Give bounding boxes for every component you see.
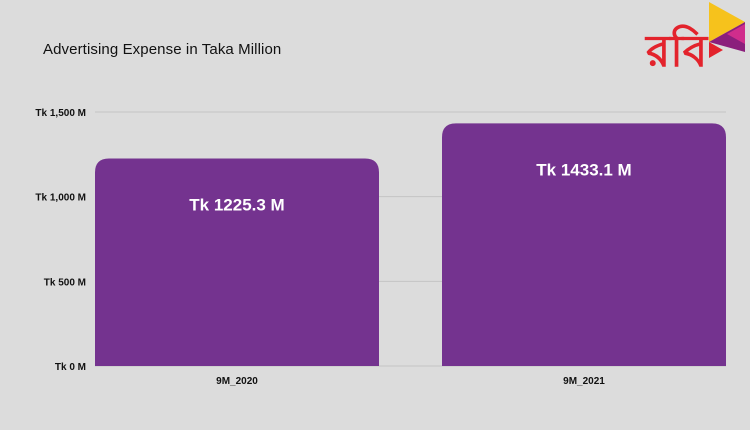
x-axis-ticks: 9M_2020 9M_2021	[216, 376, 605, 387]
bars	[95, 123, 726, 366]
robi-logo-icon	[709, 2, 745, 58]
logo-wordmark: রবি	[646, 26, 708, 77]
robi-logo	[645, 0, 750, 90]
bar	[95, 158, 379, 366]
y-tick-label: Tk 1,500 M	[35, 108, 86, 119]
data-labels: Tk 1225.3 M Tk 1433.1 M	[189, 160, 631, 214]
y-tick-label: Tk 0 M	[55, 362, 86, 373]
x-tick-label: 9M_2021	[563, 376, 605, 387]
bar	[442, 123, 726, 366]
x-tick-label: 9M_2020	[216, 376, 258, 387]
y-tick-label: Tk 500 M	[44, 277, 86, 288]
data-label: Tk 1225.3 M	[189, 196, 284, 215]
y-axis-ticks: Tk 0 M Tk 500 M Tk 1,000 M Tk 1,500 M	[35, 108, 86, 373]
chart-title: Advertising Expense in Taka Million	[43, 41, 282, 58]
data-label: Tk 1433.1 M	[536, 160, 631, 179]
y-tick-label: Tk 1,000 M	[35, 193, 86, 204]
